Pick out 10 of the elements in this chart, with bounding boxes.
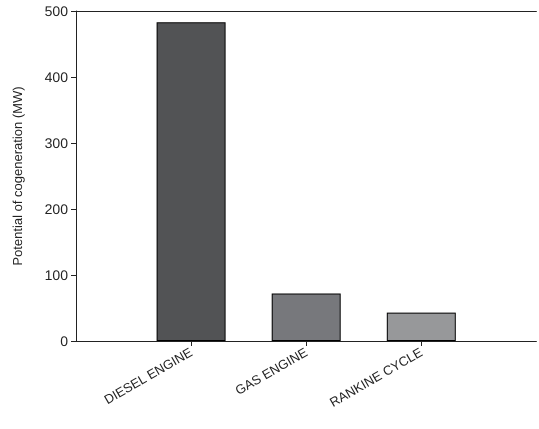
y-tick-label: 100 <box>44 267 68 283</box>
y-tick-label: 400 <box>44 69 68 85</box>
y-tick-label: 500 <box>44 3 68 19</box>
y-tick-label: 200 <box>44 201 68 217</box>
y-tick-label: 300 <box>44 135 68 151</box>
y-axis-title: Potential of cogeneration (MW) <box>10 86 25 266</box>
bar <box>272 293 341 341</box>
bar <box>156 22 226 341</box>
bar <box>386 312 456 341</box>
y-tick-label: 0 <box>60 333 68 349</box>
